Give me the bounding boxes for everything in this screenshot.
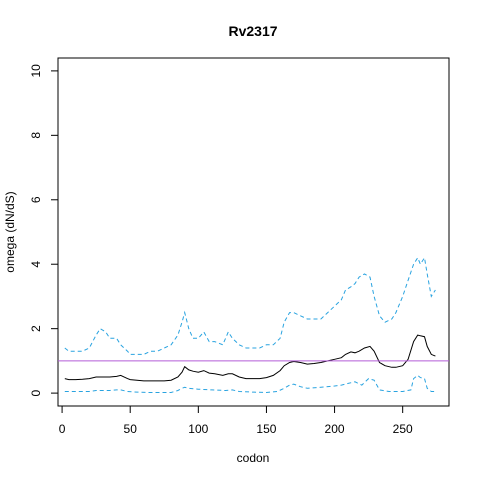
y-tick-label: 10 — [29, 64, 43, 78]
x-tick-label: 200 — [325, 422, 345, 436]
y-tick-label: 2 — [29, 325, 43, 332]
series-line-lower — [64, 374, 436, 394]
x-axis: 0 50 100 150 200 250 — [59, 405, 413, 436]
x-axis-label: codon — [237, 451, 270, 465]
x-tick-label: 150 — [256, 422, 276, 436]
x-tick-label: 50 — [124, 422, 138, 436]
series-line-estimate — [64, 334, 436, 382]
x-tick-label: 100 — [188, 422, 208, 436]
y-tick-label: 4 — [29, 261, 43, 268]
chart-title: Rv2317 — [228, 23, 277, 39]
y-tick-label: 8 — [29, 132, 43, 139]
y-tick-label: 0 — [29, 389, 43, 396]
series-layer — [64, 256, 436, 394]
x-tick-label: 250 — [393, 422, 413, 436]
y-tick-label: 6 — [29, 196, 43, 203]
y-axis-label: omega (dN/dS) — [3, 191, 17, 272]
x-tick-label: 0 — [59, 422, 66, 436]
y-axis: 0 2 4 6 8 10 — [29, 64, 59, 396]
series-line-upper — [64, 256, 436, 355]
plot-area-border — [57, 57, 450, 407]
